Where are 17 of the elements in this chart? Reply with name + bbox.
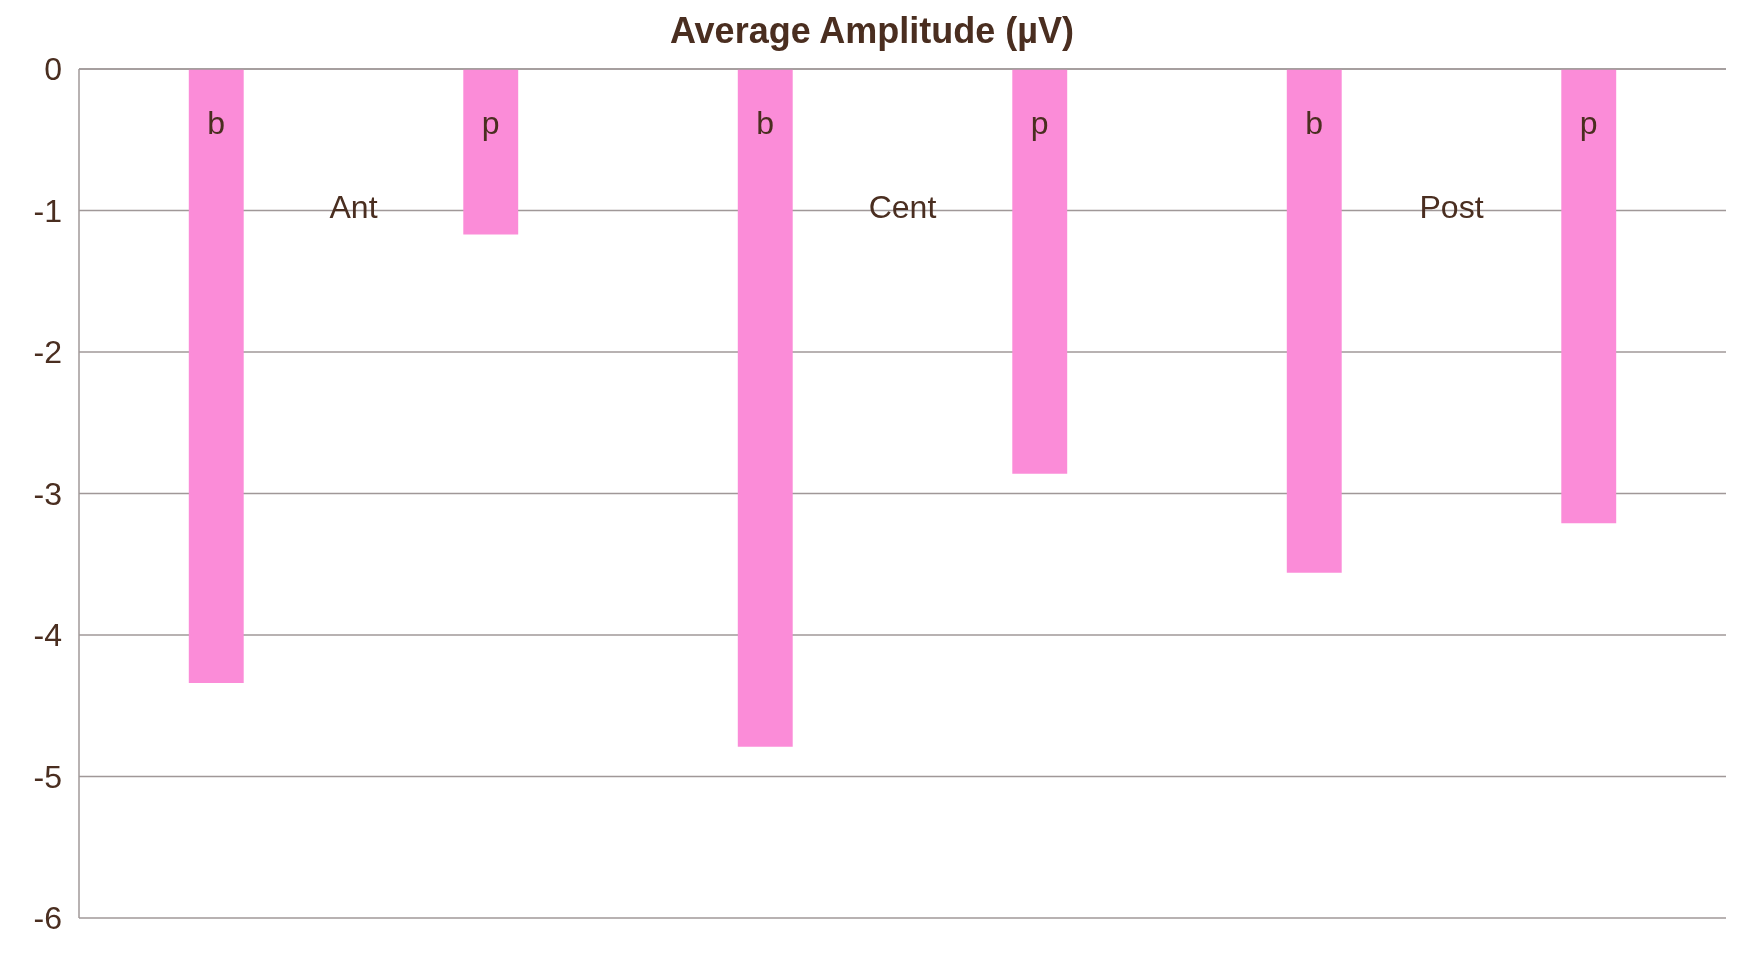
x-tick-label: p — [481, 105, 500, 141]
y-tick-label: -4 — [33, 617, 62, 653]
y-tick-label: -1 — [33, 192, 62, 229]
y-tick-label: -6 — [33, 900, 62, 936]
annotation: Cent — [868, 189, 937, 225]
chart-title: Average Amplitude (µV) — [668, 10, 1076, 52]
x-tick-label: p — [1030, 105, 1049, 141]
x-tick-label: b — [207, 105, 226, 141]
x-tick-label: p — [1579, 105, 1598, 141]
annotation: Post — [1419, 189, 1484, 225]
y-tick-label: -3 — [33, 475, 62, 512]
y-tick-label: 0 — [44, 51, 62, 87]
x-tick-label: b — [1305, 105, 1324, 141]
y-tick-label: -5 — [33, 758, 62, 795]
y-tick-label: -2 — [33, 334, 62, 370]
annotation: Ant — [329, 189, 378, 225]
x-tick-label: b — [756, 105, 775, 141]
